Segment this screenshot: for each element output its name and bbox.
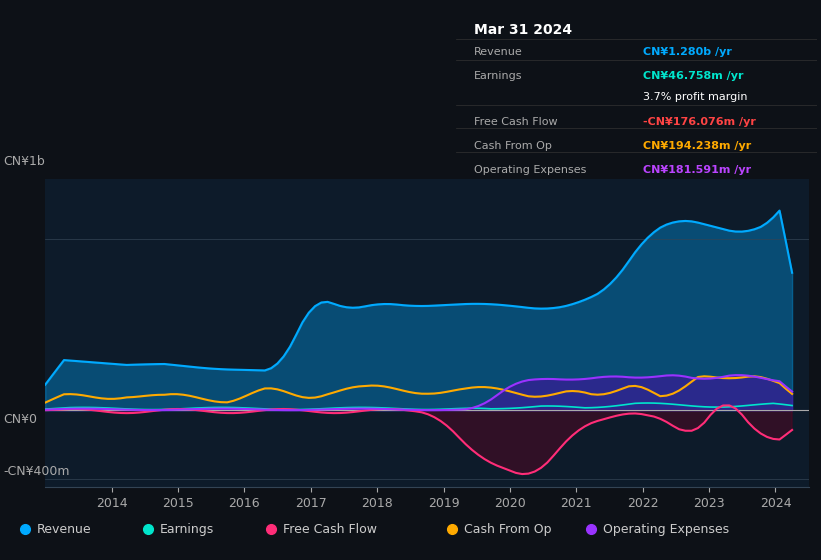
Text: Operating Expenses: Operating Expenses <box>603 522 730 536</box>
Text: CN¥181.591m /yr: CN¥181.591m /yr <box>644 166 751 175</box>
Text: Mar 31 2024: Mar 31 2024 <box>474 22 572 36</box>
Text: Revenue: Revenue <box>474 47 522 57</box>
Text: CN¥1b: CN¥1b <box>3 155 45 167</box>
Text: -CN¥400m: -CN¥400m <box>3 465 70 478</box>
Text: CN¥194.238m /yr: CN¥194.238m /yr <box>644 141 752 151</box>
Text: Revenue: Revenue <box>37 522 92 536</box>
Text: Earnings: Earnings <box>160 522 214 536</box>
Text: CN¥1.280b /yr: CN¥1.280b /yr <box>644 47 732 57</box>
Text: Earnings: Earnings <box>474 71 522 81</box>
Text: Free Cash Flow: Free Cash Flow <box>474 117 557 127</box>
Text: Cash From Op: Cash From Op <box>464 522 552 536</box>
Text: Free Cash Flow: Free Cash Flow <box>283 522 377 536</box>
Text: CN¥0: CN¥0 <box>3 413 37 426</box>
Text: -CN¥176.076m /yr: -CN¥176.076m /yr <box>644 117 756 127</box>
Text: 3.7% profit margin: 3.7% profit margin <box>644 92 748 102</box>
Text: CN¥46.758m /yr: CN¥46.758m /yr <box>644 71 744 81</box>
Text: Cash From Op: Cash From Op <box>474 141 552 151</box>
Text: Operating Expenses: Operating Expenses <box>474 166 586 175</box>
